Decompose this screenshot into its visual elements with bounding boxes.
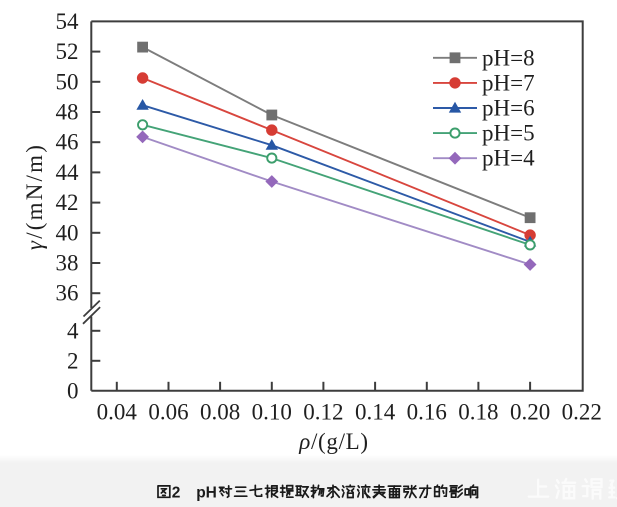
svg-text:0.20: 0.20	[510, 400, 550, 425]
svg-text:ρ/(g/L): ρ/(g/L)	[298, 429, 369, 454]
svg-text:0.14: 0.14	[355, 400, 396, 425]
svg-text:0.18: 0.18	[458, 400, 498, 425]
svg-text:pH=7: pH=7	[482, 70, 535, 95]
svg-text:42: 42	[56, 190, 79, 215]
svg-text:54: 54	[56, 9, 80, 34]
svg-text:36: 36	[56, 281, 79, 306]
svg-text:44: 44	[56, 160, 80, 185]
svg-text:2: 2	[67, 348, 79, 373]
svg-text:50: 50	[56, 69, 79, 94]
svg-text:0.04: 0.04	[97, 400, 138, 425]
svg-text:0.06: 0.06	[148, 400, 188, 425]
svg-text:0.16: 0.16	[407, 400, 447, 425]
svg-text:pH=8: pH=8	[482, 45, 535, 70]
svg-text:pH=6: pH=6	[482, 96, 535, 121]
svg-text:52: 52	[56, 39, 79, 64]
svg-text:0.22: 0.22	[562, 400, 602, 425]
svg-text:46: 46	[56, 130, 79, 155]
svg-text:0.08: 0.08	[200, 400, 240, 425]
svg-text:0.12: 0.12	[303, 400, 343, 425]
svg-text:pH=4: pH=4	[482, 146, 535, 171]
svg-text:4: 4	[67, 318, 79, 343]
svg-text:γ/(mN/m): γ/(mN/m)	[22, 143, 47, 250]
svg-text:40: 40	[56, 220, 79, 245]
svg-text:pH=5: pH=5	[482, 121, 535, 146]
svg-text:0: 0	[67, 378, 79, 403]
svg-text:0.10: 0.10	[252, 400, 292, 425]
svg-text:38: 38	[56, 251, 79, 276]
svg-text:2: 2	[172, 485, 181, 502]
svg-text:pH: pH	[196, 485, 217, 502]
svg-text:48: 48	[56, 100, 79, 125]
